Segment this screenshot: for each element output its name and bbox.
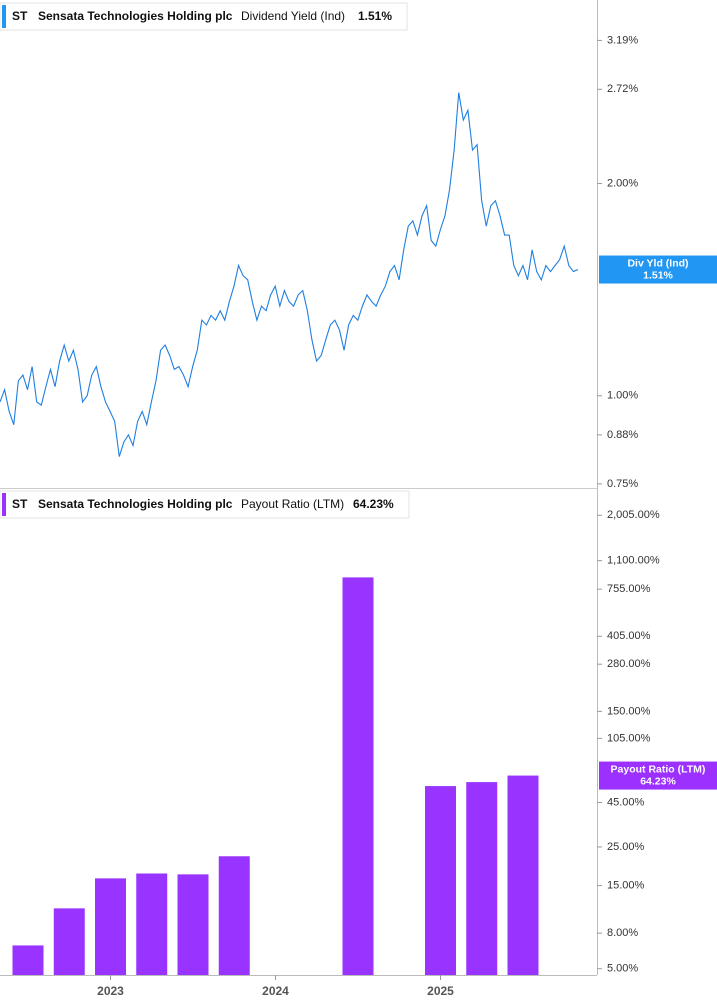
badge-box (599, 255, 717, 284)
y-tick-label: 0.75% (607, 478, 638, 490)
legend-metric: Dividend Yield (Ind) (241, 9, 345, 23)
legend-swatch (2, 493, 6, 516)
legend-metric: Payout Ratio (LTM) (241, 497, 344, 511)
y-tick-label: 5.00% (607, 963, 638, 975)
badge-value: 1.51% (643, 269, 673, 281)
x-tick-label: 2025 (427, 984, 454, 998)
badge-value: 64.23% (640, 775, 676, 787)
legend-company: Sensata Technologies Holding plc (38, 497, 233, 511)
legend-top: ST Sensata Technologies Holding plc Divi… (0, 2, 408, 31)
bar (95, 878, 126, 975)
legend-value: 64.23% (353, 497, 394, 511)
legend-box (0, 2, 408, 31)
bar (425, 786, 456, 975)
y-tick-label: 25.00% (607, 841, 645, 853)
y-tick-label: 280.00% (607, 658, 651, 670)
badge-box (599, 761, 717, 790)
y-tick-label: 2.00% (607, 177, 638, 189)
y-tick-label: 755.00% (607, 583, 651, 595)
value-badge: Div Yld (Ind)1.51% (599, 255, 717, 284)
legend-box (0, 490, 410, 519)
y-tick-label: 1,100.00% (607, 555, 660, 567)
y-tick-label: 45.00% (607, 796, 645, 808)
x-tick-label: 2023 (97, 984, 124, 998)
legend-ticker: ST (12, 9, 28, 23)
legend-swatch (2, 5, 6, 28)
y-tick-label: 405.00% (607, 630, 651, 642)
bar (342, 577, 374, 975)
legend-company: Sensata Technologies Holding plc (38, 9, 233, 23)
bar (53, 908, 85, 975)
bar (218, 856, 250, 975)
y-tick-label: 105.00% (607, 732, 651, 744)
legend-value: 1.51% (358, 9, 392, 23)
y-tick-label: 150.00% (607, 705, 651, 717)
bar (177, 874, 209, 975)
bar (136, 873, 168, 975)
legend-ticker: ST (12, 497, 28, 511)
x-tick-label: 2024 (262, 984, 289, 998)
y-tick-label: 2,005.00% (607, 509, 660, 521)
y-tick-label: 15.00% (607, 879, 645, 891)
y-tick-label: 0.88% (607, 429, 638, 441)
yield-line (0, 92, 579, 457)
bar (466, 782, 498, 975)
badge-name: Payout Ratio (LTM) (611, 763, 706, 775)
bar (507, 775, 539, 975)
bar (12, 945, 44, 975)
legend-bottom: ST Sensata Technologies Holding plc Payo… (0, 490, 410, 519)
y-tick-label: 2.72% (607, 83, 638, 95)
value-badge: Payout Ratio (LTM)64.23% (599, 761, 717, 790)
badge-name: Div Yld (Ind) (627, 257, 688, 269)
y-tick-label: 8.00% (607, 927, 638, 939)
y-tick-label: 1.00% (607, 390, 638, 402)
y-tick-label: 3.19% (607, 34, 638, 46)
